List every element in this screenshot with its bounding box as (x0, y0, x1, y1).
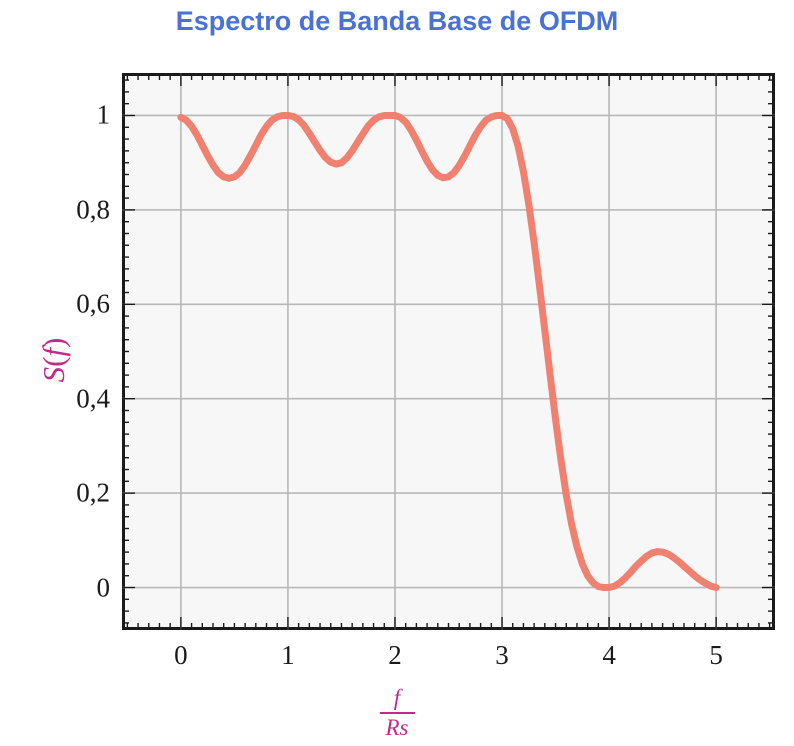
plot-region (122, 73, 775, 630)
x-tick-label: 3 (495, 640, 509, 670)
x-axis-title-numerator: f (393, 685, 401, 710)
y-tick-label: 0,6 (76, 288, 110, 319)
y-axis-title-base: S (36, 366, 71, 383)
y-tick-label: 0,4 (76, 383, 110, 414)
y-tick-label: 0,2 (76, 477, 110, 508)
fraction-bar-icon (379, 712, 415, 715)
y-tick-label: 0,8 (76, 194, 110, 225)
minor-tick-marks (122, 73, 775, 630)
x-tick-label: 5 (709, 640, 723, 670)
x-axis-title: f Rs (0, 685, 794, 741)
y-axis-title-arg: f (36, 347, 71, 357)
y-axis-title: S(f) (36, 300, 72, 420)
x-axis-title-denominator: Rs (385, 715, 409, 741)
gridlines (122, 73, 775, 630)
y-tick-label: 0 (96, 572, 111, 603)
plot-canvas (122, 73, 775, 630)
data-series-group (177, 111, 720, 592)
y-tick-label: 1 (96, 99, 111, 130)
chart-title: Espectro de Banda Base de OFDM (175, 6, 619, 36)
x-tick-label: 0 (174, 640, 188, 670)
x-tick-label: 4 (602, 640, 616, 670)
x-tick-label: 2 (388, 640, 402, 670)
x-tick-label: 1 (281, 640, 295, 670)
y-axis-title-close-paren: ) (36, 337, 71, 348)
plot-area-background (122, 73, 775, 630)
x-axis-title-fraction: f Rs (379, 685, 415, 741)
y-axis-title-open-paren: ( (36, 356, 71, 367)
